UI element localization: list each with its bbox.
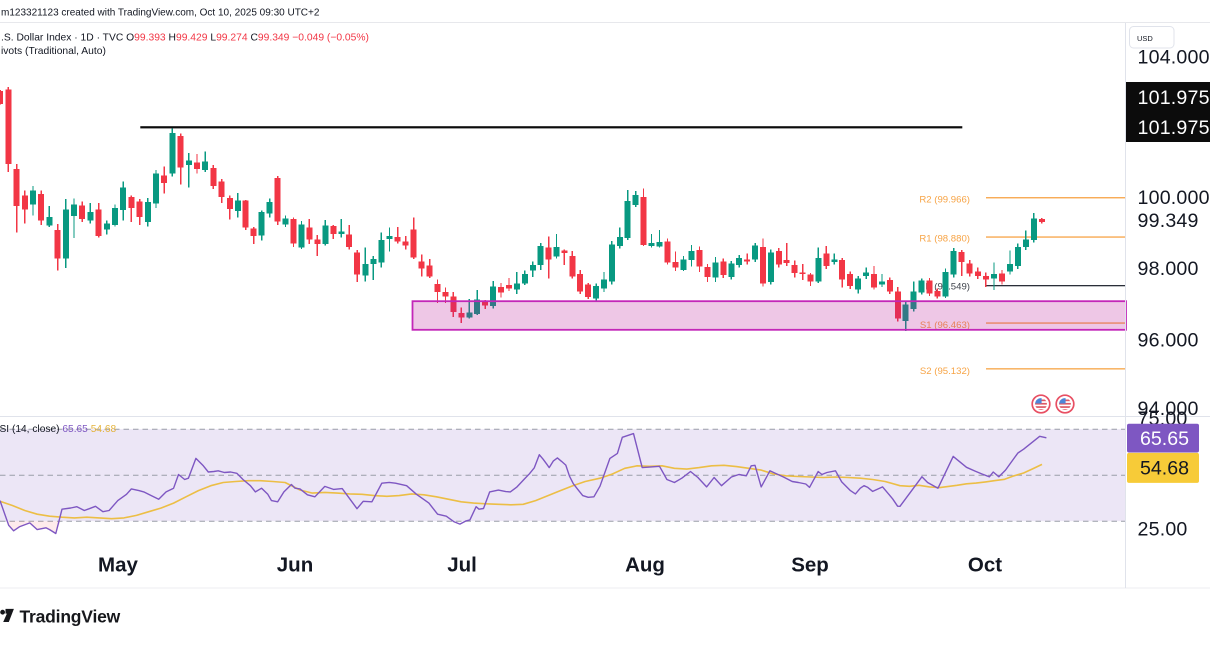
svg-text:m123321123 created with Tradin: m123321123 created with TradingView.com,… <box>1 8 320 19</box>
svg-text:104.000: 104.000 <box>1138 47 1210 69</box>
svg-text:101.975: 101.975 <box>1138 87 1210 109</box>
svg-text:USD: USD <box>1137 34 1153 43</box>
svg-text:R1 (98.880): R1 (98.880) <box>919 233 970 244</box>
svg-text:98.000: 98.000 <box>1138 258 1199 280</box>
svg-text:101.975: 101.975 <box>1138 117 1210 139</box>
svg-text:R2 (99.966): R2 (99.966) <box>919 195 970 206</box>
svg-text:ivots (Traditional, Auto): ivots (Traditional, Auto) <box>1 46 106 57</box>
svg-text:54.68: 54.68 <box>1140 458 1189 480</box>
svg-text:Aug: Aug <box>625 554 665 577</box>
svg-text:94.000: 94.000 <box>1138 398 1199 420</box>
svg-text:S1 (96.463): S1 (96.463) <box>920 320 970 331</box>
svg-text:.S. Dollar Index · 1D · TVC O: .S. Dollar Index · 1D · TVC O99.393 H99.… <box>1 32 369 43</box>
svg-text:Jun: Jun <box>277 554 313 577</box>
svg-text:99.349: 99.349 <box>1138 210 1199 232</box>
svg-text:25.00: 25.00 <box>1138 519 1188 541</box>
svg-text:S2 (95.132): S2 (95.132) <box>920 366 970 377</box>
svg-text:65.65: 65.65 <box>1140 428 1189 450</box>
svg-text:Jul: Jul <box>447 554 477 577</box>
svg-text:96.000: 96.000 <box>1138 330 1199 352</box>
svg-text:100.000: 100.000 <box>1138 187 1210 209</box>
svg-text:Oct: Oct <box>968 554 1002 577</box>
svg-text:TradingView: TradingView <box>20 607 121 627</box>
svg-text:May: May <box>98 554 138 577</box>
svg-text:SI (14, close) 65.65 54.68: SI (14, close) 65.65 54.68 <box>0 424 117 435</box>
svg-text:Sep: Sep <box>791 554 829 577</box>
